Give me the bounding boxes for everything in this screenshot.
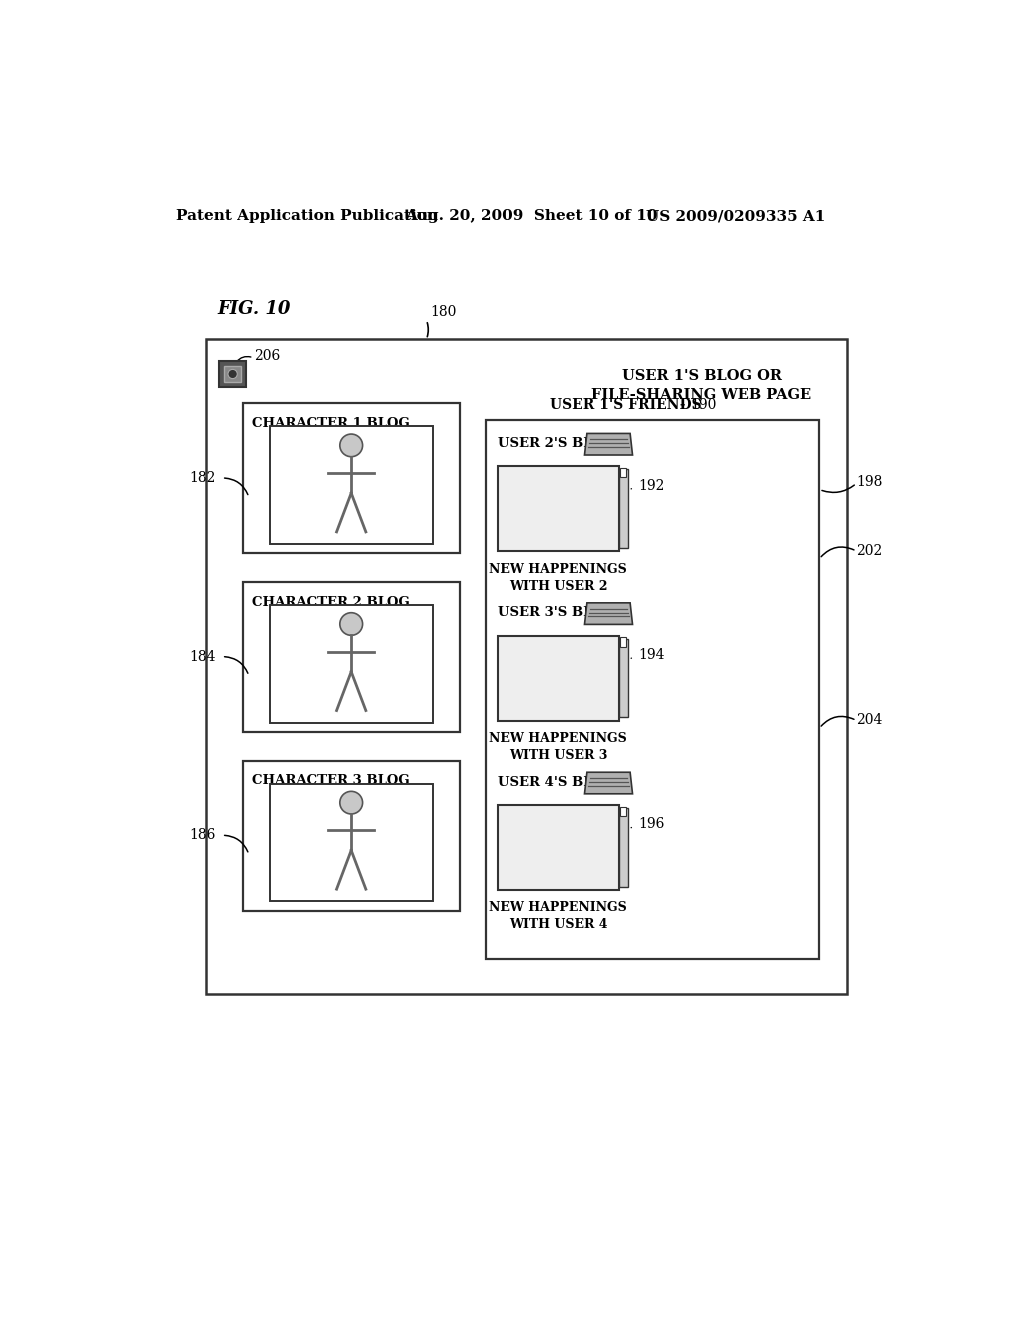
Text: Patent Application Publication: Patent Application Publication (176, 209, 438, 223)
Text: Aug. 20, 2009  Sheet 10 of 10: Aug. 20, 2009 Sheet 10 of 10 (406, 209, 658, 223)
Text: NEW HAPPENINGS
WITH USER 2: NEW HAPPENINGS WITH USER 2 (489, 562, 627, 593)
Text: 204: 204 (856, 714, 883, 727)
Bar (270, 605, 432, 723)
Bar (499, 805, 618, 890)
Text: USER 2'S BLOG: USER 2'S BLOG (498, 437, 615, 450)
Text: 196: 196 (638, 817, 665, 832)
Bar (243, 760, 460, 911)
Text: CHARACTER 3 BLOG: CHARACTER 3 BLOG (252, 775, 410, 788)
Bar (270, 426, 432, 544)
Text: USER 1'S FRIENDS: USER 1'S FRIENDS (550, 397, 702, 412)
Bar (621, 469, 627, 478)
Text: CHARACTER 2 BLOG: CHARACTER 2 BLOG (252, 595, 410, 609)
Text: 182: 182 (189, 471, 216, 484)
Polygon shape (585, 603, 633, 624)
Text: USER 3'S BLOG: USER 3'S BLOG (498, 606, 614, 619)
Text: 202: 202 (856, 544, 883, 558)
Circle shape (228, 370, 238, 379)
Text: 190: 190 (681, 397, 716, 412)
Bar (219, 360, 246, 387)
Bar (618, 639, 628, 718)
Text: 184: 184 (189, 649, 216, 664)
Bar (621, 638, 627, 647)
Bar (618, 470, 628, 548)
Text: USER 4'S BLOG: USER 4'S BLOG (498, 776, 615, 788)
Text: 192: 192 (638, 479, 665, 492)
Circle shape (340, 792, 362, 814)
Text: 186: 186 (189, 828, 216, 842)
Bar (618, 808, 628, 887)
Text: 194: 194 (638, 648, 665, 663)
Bar (270, 784, 432, 902)
Polygon shape (585, 433, 633, 455)
Polygon shape (585, 772, 633, 793)
Text: USER 1'S BLOG OR
FILE-SHARING WEB PAGE: USER 1'S BLOG OR FILE-SHARING WEB PAGE (592, 368, 812, 403)
Bar (243, 404, 460, 553)
Text: 206: 206 (254, 350, 281, 363)
Bar (243, 582, 460, 733)
Text: NEW HAPPENINGS
WITH USER 3: NEW HAPPENINGS WITH USER 3 (489, 733, 627, 762)
Bar (621, 807, 627, 816)
Text: NEW HAPPENINGS
WITH USER 4: NEW HAPPENINGS WITH USER 4 (489, 902, 627, 932)
Text: CHARACTER 1 BLOG: CHARACTER 1 BLOG (252, 417, 410, 430)
Bar (499, 636, 618, 721)
Bar (224, 366, 241, 383)
Bar (486, 420, 819, 960)
Text: FIG. 10: FIG. 10 (217, 300, 291, 318)
Bar (499, 466, 618, 552)
Text: 198: 198 (856, 475, 883, 488)
Circle shape (340, 434, 362, 457)
Circle shape (340, 612, 362, 635)
Text: US 2009/0209335 A1: US 2009/0209335 A1 (646, 209, 825, 223)
Text: 180: 180 (430, 305, 457, 319)
Bar (206, 339, 847, 994)
